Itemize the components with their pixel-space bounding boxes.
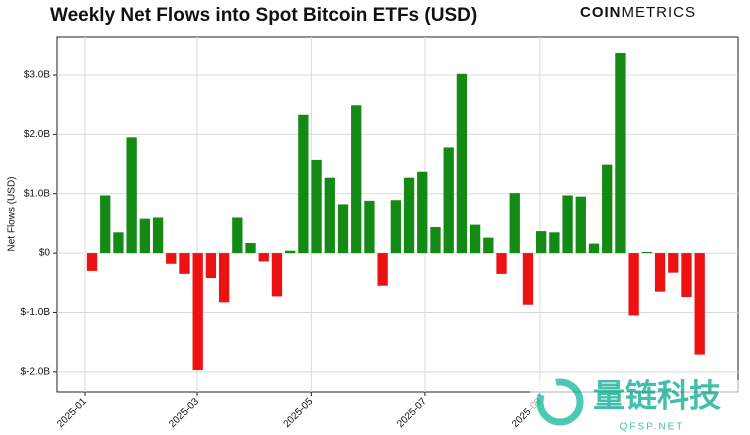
plot-frame [56, 36, 739, 393]
y-tick-label: $-2.0B [21, 366, 51, 377]
bar [483, 237, 494, 254]
bar [443, 147, 454, 254]
bar [364, 200, 375, 254]
watermark-icon [536, 378, 584, 426]
x-tick-label: 2025-03 [167, 396, 201, 430]
y-tick-label: $1.0B [24, 188, 50, 199]
bar [417, 171, 428, 254]
bar [377, 253, 388, 286]
bar [298, 114, 309, 254]
bar [536, 231, 547, 254]
bar [681, 253, 692, 298]
watermark: 量链科技 QFSP.NET [530, 377, 748, 435]
bar [456, 73, 468, 254]
bar [86, 253, 98, 271]
bar [113, 232, 124, 254]
bar [245, 242, 256, 254]
bar [232, 217, 243, 254]
bar [575, 196, 586, 254]
bar [628, 253, 639, 316]
x-tick-label: 2025-07 [395, 396, 429, 430]
bar [285, 250, 296, 254]
bar [139, 218, 151, 254]
bar [351, 105, 362, 254]
bar [509, 193, 520, 254]
bar [562, 195, 573, 254]
x-tick-label: 2025-01 [55, 396, 89, 430]
bar [602, 164, 613, 254]
bar [126, 137, 137, 254]
bar [324, 177, 335, 254]
bar [694, 253, 705, 355]
bar [654, 253, 666, 292]
bar [271, 253, 283, 297]
y-tick-label: $3.0B [24, 70, 50, 81]
bar [258, 253, 269, 262]
bar [218, 253, 230, 303]
bar [641, 251, 652, 254]
bar [390, 200, 402, 254]
watermark-url: QFSP.NET [620, 422, 685, 433]
watermark-bg [530, 380, 748, 435]
y-axis-label: Net Flows (USD) [7, 176, 18, 251]
bar [179, 253, 190, 274]
bar [403, 177, 415, 254]
bar [337, 204, 349, 254]
bar [469, 224, 481, 254]
logo: COINMETRICS [580, 4, 696, 21]
x-tick-label: 2025-05 [282, 396, 316, 430]
y-tick-label: $2.0B [24, 129, 50, 140]
y-tick-label: $-1.0B [21, 307, 51, 318]
watermark-text: 量链科技 [593, 377, 721, 413]
bar [192, 253, 203, 371]
bar [522, 253, 534, 305]
bar [668, 253, 679, 273]
logo-strong: COIN [580, 4, 622, 21]
bar [615, 53, 626, 254]
bar [549, 232, 560, 254]
chart-title: Weekly Net Flows into Spot Bitcoin ETFs … [50, 5, 477, 26]
bar [100, 195, 111, 254]
bar [311, 159, 322, 254]
bar [205, 253, 217, 279]
bar [430, 226, 441, 254]
bar [166, 253, 177, 264]
bar [588, 243, 600, 254]
logo-light: METRICS [622, 4, 697, 21]
bar [152, 217, 164, 254]
bar [496, 253, 507, 274]
y-tick-label: $0 [39, 248, 51, 259]
